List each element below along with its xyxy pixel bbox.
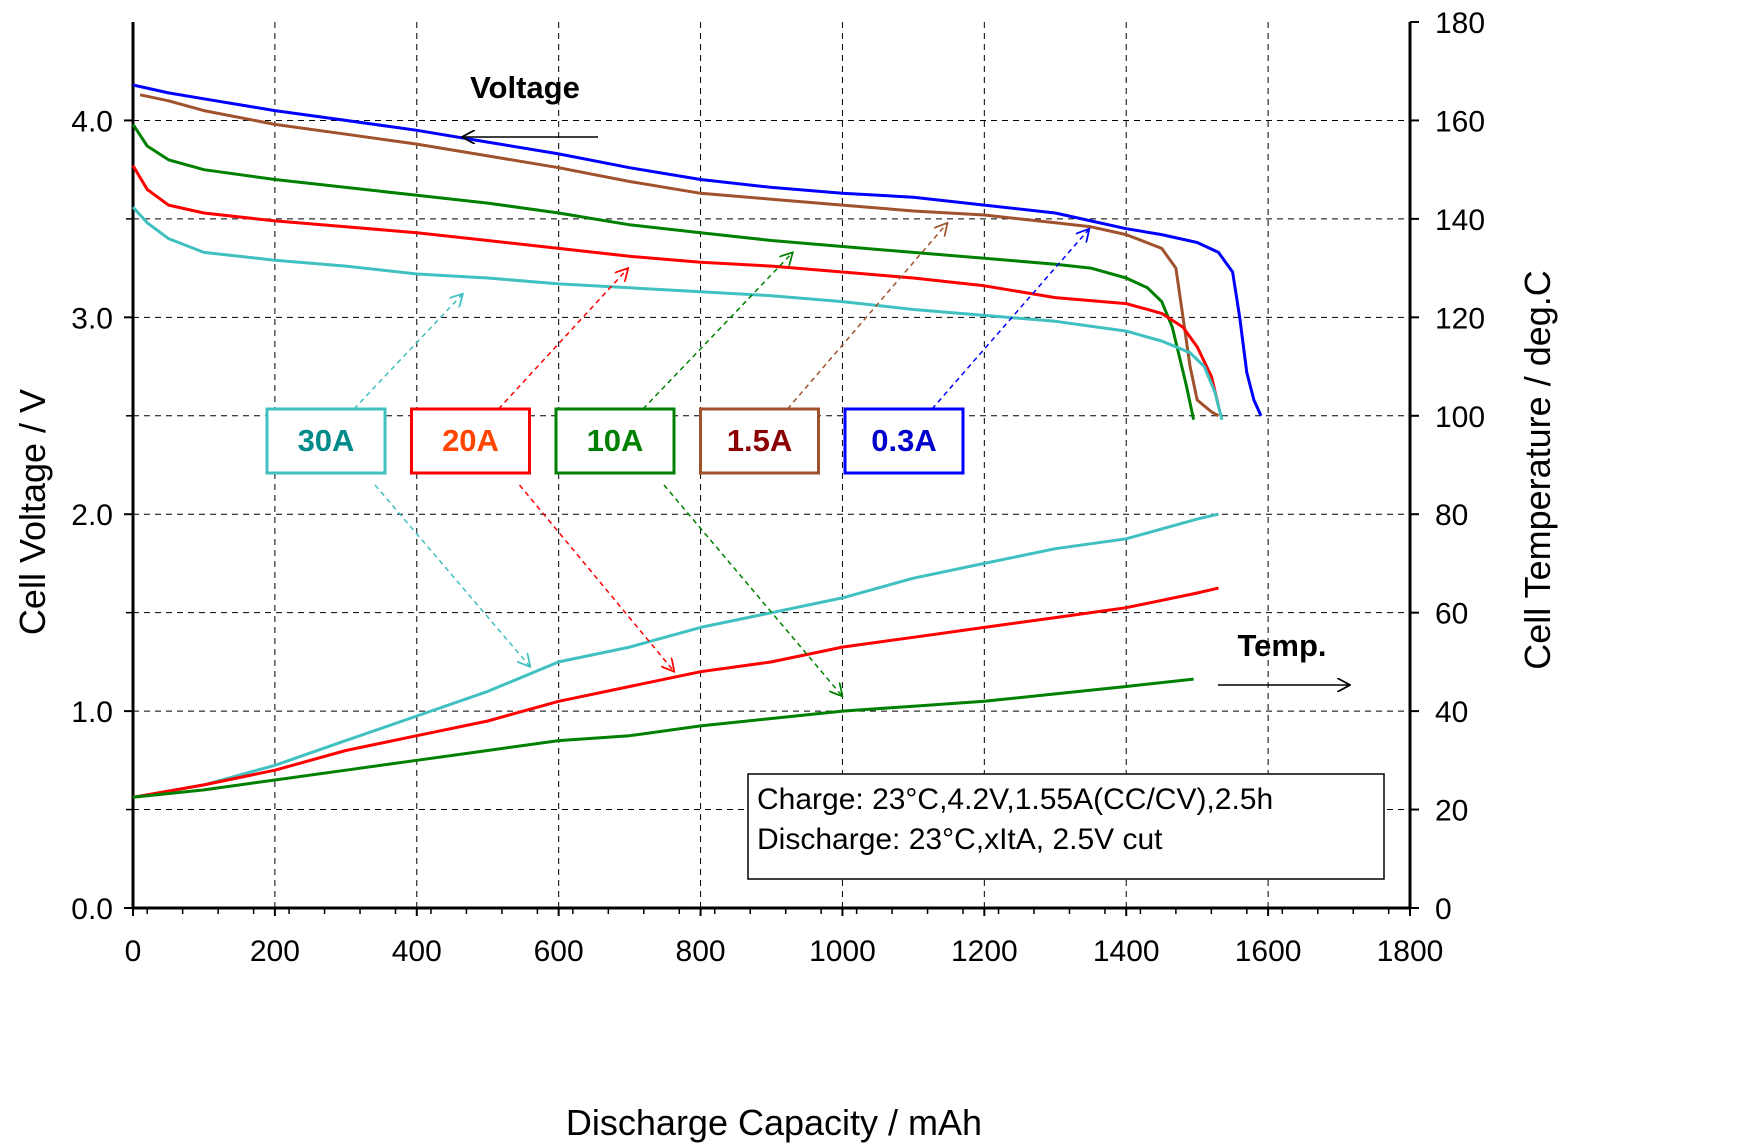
y-tick-label: 2.0 (71, 499, 113, 532)
conditions-box: Charge: 23°C,4.2V,1.55A(CC/CV),2.5h Disc… (747, 773, 1385, 880)
callout-arrow-voltage (786, 223, 948, 410)
voltage-annotation: Voltage (470, 70, 580, 105)
y-axis-title: Cell Voltage / V (12, 389, 53, 635)
x-tick-label: 1000 (809, 935, 876, 968)
y2-tick-label: 120 (1435, 302, 1485, 335)
x-tick-label: 1400 (1093, 935, 1160, 968)
callout-arrow-voltage (642, 252, 793, 410)
y2-tick-label: 40 (1435, 696, 1468, 729)
x-tick-label: 1600 (1235, 935, 1302, 968)
series-temperature-20A (132, 586, 1219, 799)
legend-box (843, 407, 965, 475)
legend-label: 10A (587, 423, 644, 458)
x-tick-label: 1800 (1377, 935, 1444, 968)
y-tick-label: 1.0 (71, 696, 113, 729)
axes (131, 22, 1412, 910)
callouts: 30A 20A 10A 1.5A 0.3A (265, 223, 1089, 697)
series-voltage-0_3A (132, 83, 1263, 417)
x-tick-label: 0 (125, 935, 142, 968)
y-tick-label: 3.0 (71, 302, 113, 335)
y2-tick-label: 20 (1435, 795, 1468, 828)
callout-arrow-voltage (931, 229, 1089, 410)
legend-label: 30A (298, 423, 355, 458)
y-tick-label: 0.0 (71, 893, 113, 926)
series-voltage-10A (131, 123, 1196, 421)
legend-label: 0.3A (871, 423, 936, 458)
callout-arrow-temp (663, 484, 842, 696)
y2-tick-label: 0 (1435, 893, 1452, 926)
callout-arrow-temp (518, 484, 675, 672)
legend-label: 1.5A (727, 423, 792, 458)
y2-tick-label: 60 (1435, 598, 1468, 631)
series-voltage-30A (131, 206, 1224, 421)
y2-tick-label: 160 (1435, 105, 1485, 138)
series-temperature-10A (132, 677, 1194, 799)
charge-condition: Charge: 23°C,4.2V,1.55A(CC/CV),2.5h (757, 783, 1273, 816)
callout-arrow-temp (374, 484, 530, 667)
temp-annotation: Temp. (1238, 628, 1327, 663)
series-lines (131, 83, 1263, 799)
x-tick-label: 800 (676, 935, 726, 968)
series-voltage-20A (131, 164, 1220, 407)
discharge-condition: Discharge: 23°C,xItA, 2.5V cut (757, 823, 1163, 856)
y-tick-label: 4.0 (71, 105, 113, 138)
series-temperature-30A (132, 512, 1219, 799)
y2-axis-title: Cell Temperature / deg.C (1517, 270, 1558, 670)
x-axis-title: Discharge Capacity / mAh (566, 1102, 982, 1143)
x-tick-label: 400 (392, 935, 442, 968)
legend-box (554, 407, 676, 475)
callout-arrow-voltage (497, 268, 629, 410)
legend-box (699, 407, 820, 475)
y2-tick-label: 180 (1435, 7, 1485, 40)
y2-tick-label: 80 (1435, 499, 1468, 532)
series-voltage-1_5A (139, 93, 1220, 418)
x-tick-label: 1200 (951, 935, 1018, 968)
y2-tick-label: 140 (1435, 204, 1485, 237)
legend-box (410, 407, 531, 475)
ticks: 0 200 400 600 800 1000 1200 1400 1600 18000.01.02… (71, 7, 1485, 968)
legend-box (265, 407, 387, 475)
y2-tick-label: 100 (1435, 401, 1485, 434)
legend-label: 20A (442, 423, 499, 458)
x-tick-label: 200 (250, 935, 300, 968)
x-tick-label: 600 (534, 935, 584, 968)
